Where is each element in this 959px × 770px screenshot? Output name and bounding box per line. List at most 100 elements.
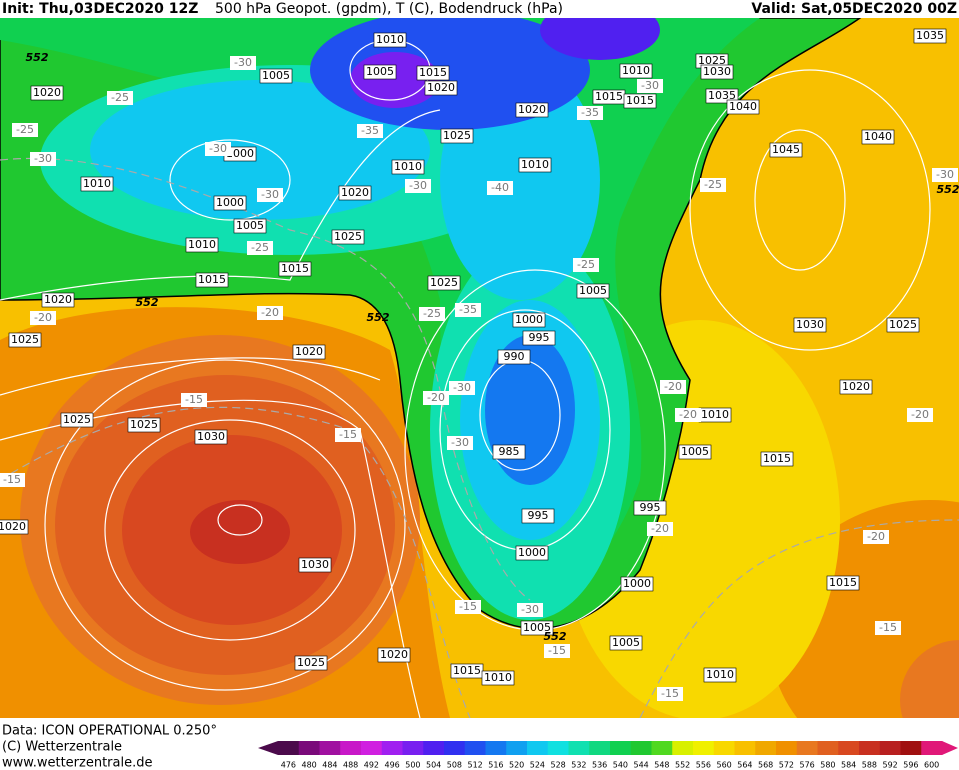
colorbar-swatch — [796, 741, 818, 755]
isobar-label-box — [678, 444, 712, 460]
temperature-label-box — [405, 179, 431, 193]
isobar-label: 1025 — [130, 418, 158, 431]
isobar-label-box — [633, 500, 667, 516]
temperature-label: -35 — [361, 124, 379, 137]
isobar-label-box — [620, 576, 654, 592]
colorbar-tick-label: 528 — [550, 761, 565, 770]
temperature-label: -30 — [209, 142, 227, 155]
isobar-label-box — [60, 412, 94, 428]
isobar-label-box — [30, 85, 64, 101]
isobar-label: 1010 — [622, 64, 650, 77]
isobar-label-box — [609, 635, 643, 651]
temperature-label: -30 — [641, 79, 659, 92]
isobar-label: 995 — [640, 501, 661, 514]
colorbar-tick-label: 568 — [758, 761, 773, 770]
isobar-label: 1005 — [579, 284, 607, 297]
colorbar-tick-label: 576 — [799, 761, 814, 770]
isobar-label-box — [512, 312, 546, 328]
isobar-label-box — [294, 655, 328, 671]
colorbar-swatch — [713, 741, 735, 755]
isobar-label-box — [331, 229, 365, 245]
temperature-label-box — [675, 408, 701, 422]
colorbar-swatch — [651, 741, 673, 755]
colorbar-arrow-high — [942, 741, 958, 755]
isobar-label: 1015 — [281, 262, 309, 275]
colorbar-swatch — [776, 741, 798, 755]
isobar-label-box — [515, 102, 549, 118]
temperature-label: -40 — [491, 181, 509, 194]
temperature-label-box — [449, 381, 475, 395]
colorbar-tick-label: 508 — [447, 761, 462, 770]
isobar-label: 1015 — [595, 90, 623, 103]
colorbar-tick-label: 548 — [654, 761, 669, 770]
temperature-label-box — [637, 79, 663, 93]
copyright: (C) Wetterzentrale — [2, 740, 122, 755]
isobar-label-box — [700, 64, 734, 80]
temperature-label-box — [257, 188, 283, 202]
isobar-label: 1020 — [427, 81, 455, 94]
colorbar-swatch — [900, 741, 922, 755]
colorbar-swatch — [693, 741, 715, 755]
colorbar-swatch — [319, 741, 341, 755]
temperature-label: -20 — [34, 311, 52, 324]
isobar-label-box — [416, 65, 450, 81]
colorbar-swatch — [755, 741, 777, 755]
isobar-label: 1005 — [681, 445, 709, 458]
isobar-label: 1030 — [796, 318, 824, 331]
temperature-label: -30 — [34, 152, 52, 165]
temperature-label-box — [487, 181, 513, 195]
isobar-label-box — [233, 218, 267, 234]
colorbar-arrow-low — [258, 741, 278, 755]
isobar-label: 1010 — [188, 238, 216, 251]
temperature-label-box — [205, 142, 231, 156]
temperature-label: -20 — [911, 408, 929, 421]
colorbar-swatch — [381, 741, 403, 755]
isobar-label: 1040 — [729, 100, 757, 113]
colorbar-swatch — [921, 741, 943, 755]
temperature-label: -20 — [651, 522, 669, 535]
colorbar-swatch — [859, 741, 881, 755]
isobar-label-box — [623, 93, 657, 109]
temperature-label: -15 — [548, 644, 566, 657]
init-time: Init: Thu,03DEC2020 12Z — [2, 1, 198, 17]
isobar-label: 1015 — [829, 576, 857, 589]
temperature-label-box — [647, 522, 673, 536]
isobar-label-box — [373, 32, 407, 48]
isobar-label-box — [726, 99, 760, 115]
colorbar-tick-label: 556 — [696, 761, 711, 770]
isobar-label-box — [440, 128, 474, 144]
colorbar-tick-label: 552 — [675, 761, 690, 770]
isobar-label-box — [497, 349, 531, 365]
isobar-label-box — [481, 670, 515, 686]
colorbar-tick-label: 532 — [571, 761, 586, 770]
colorbar-tick-label: 564 — [737, 761, 752, 770]
temperature-label: -15 — [661, 687, 679, 700]
temperature-label-box — [455, 600, 481, 614]
isobar-label: 1000 — [623, 577, 651, 590]
isobar-label: 1030 — [301, 558, 329, 571]
temperature-label: -25 — [16, 123, 34, 136]
temperature-label-box — [660, 380, 686, 394]
colorbar-swatch — [464, 741, 486, 755]
isobar-label-box — [0, 519, 29, 535]
colorbar-swatch — [838, 741, 860, 755]
temperature-label-box — [30, 152, 56, 166]
temperature-label-box — [577, 106, 603, 120]
isobar-label: 1010 — [484, 671, 512, 684]
colorbar-tick-label: 520 — [509, 761, 524, 770]
colorbar-tick-label: 572 — [779, 761, 794, 770]
isobar-label: 1015 — [453, 664, 481, 677]
colorbar-tick-label: 496 — [384, 761, 399, 770]
colorbar-swatch — [879, 741, 901, 755]
isobar-label-box — [518, 157, 552, 173]
colorbar-swatch — [527, 741, 549, 755]
isobar-label: 1010 — [521, 158, 549, 171]
website: www.wetterzentrale.de — [2, 756, 152, 770]
colorbar-tick-label: 584 — [841, 761, 856, 770]
temperature-label-box — [230, 56, 256, 70]
isobar-label-box — [703, 667, 737, 683]
colorbar-swatch — [298, 741, 320, 755]
isobar-label-box — [521, 508, 555, 524]
temperature-label-box — [455, 303, 481, 317]
isobar-label-box — [793, 317, 827, 333]
